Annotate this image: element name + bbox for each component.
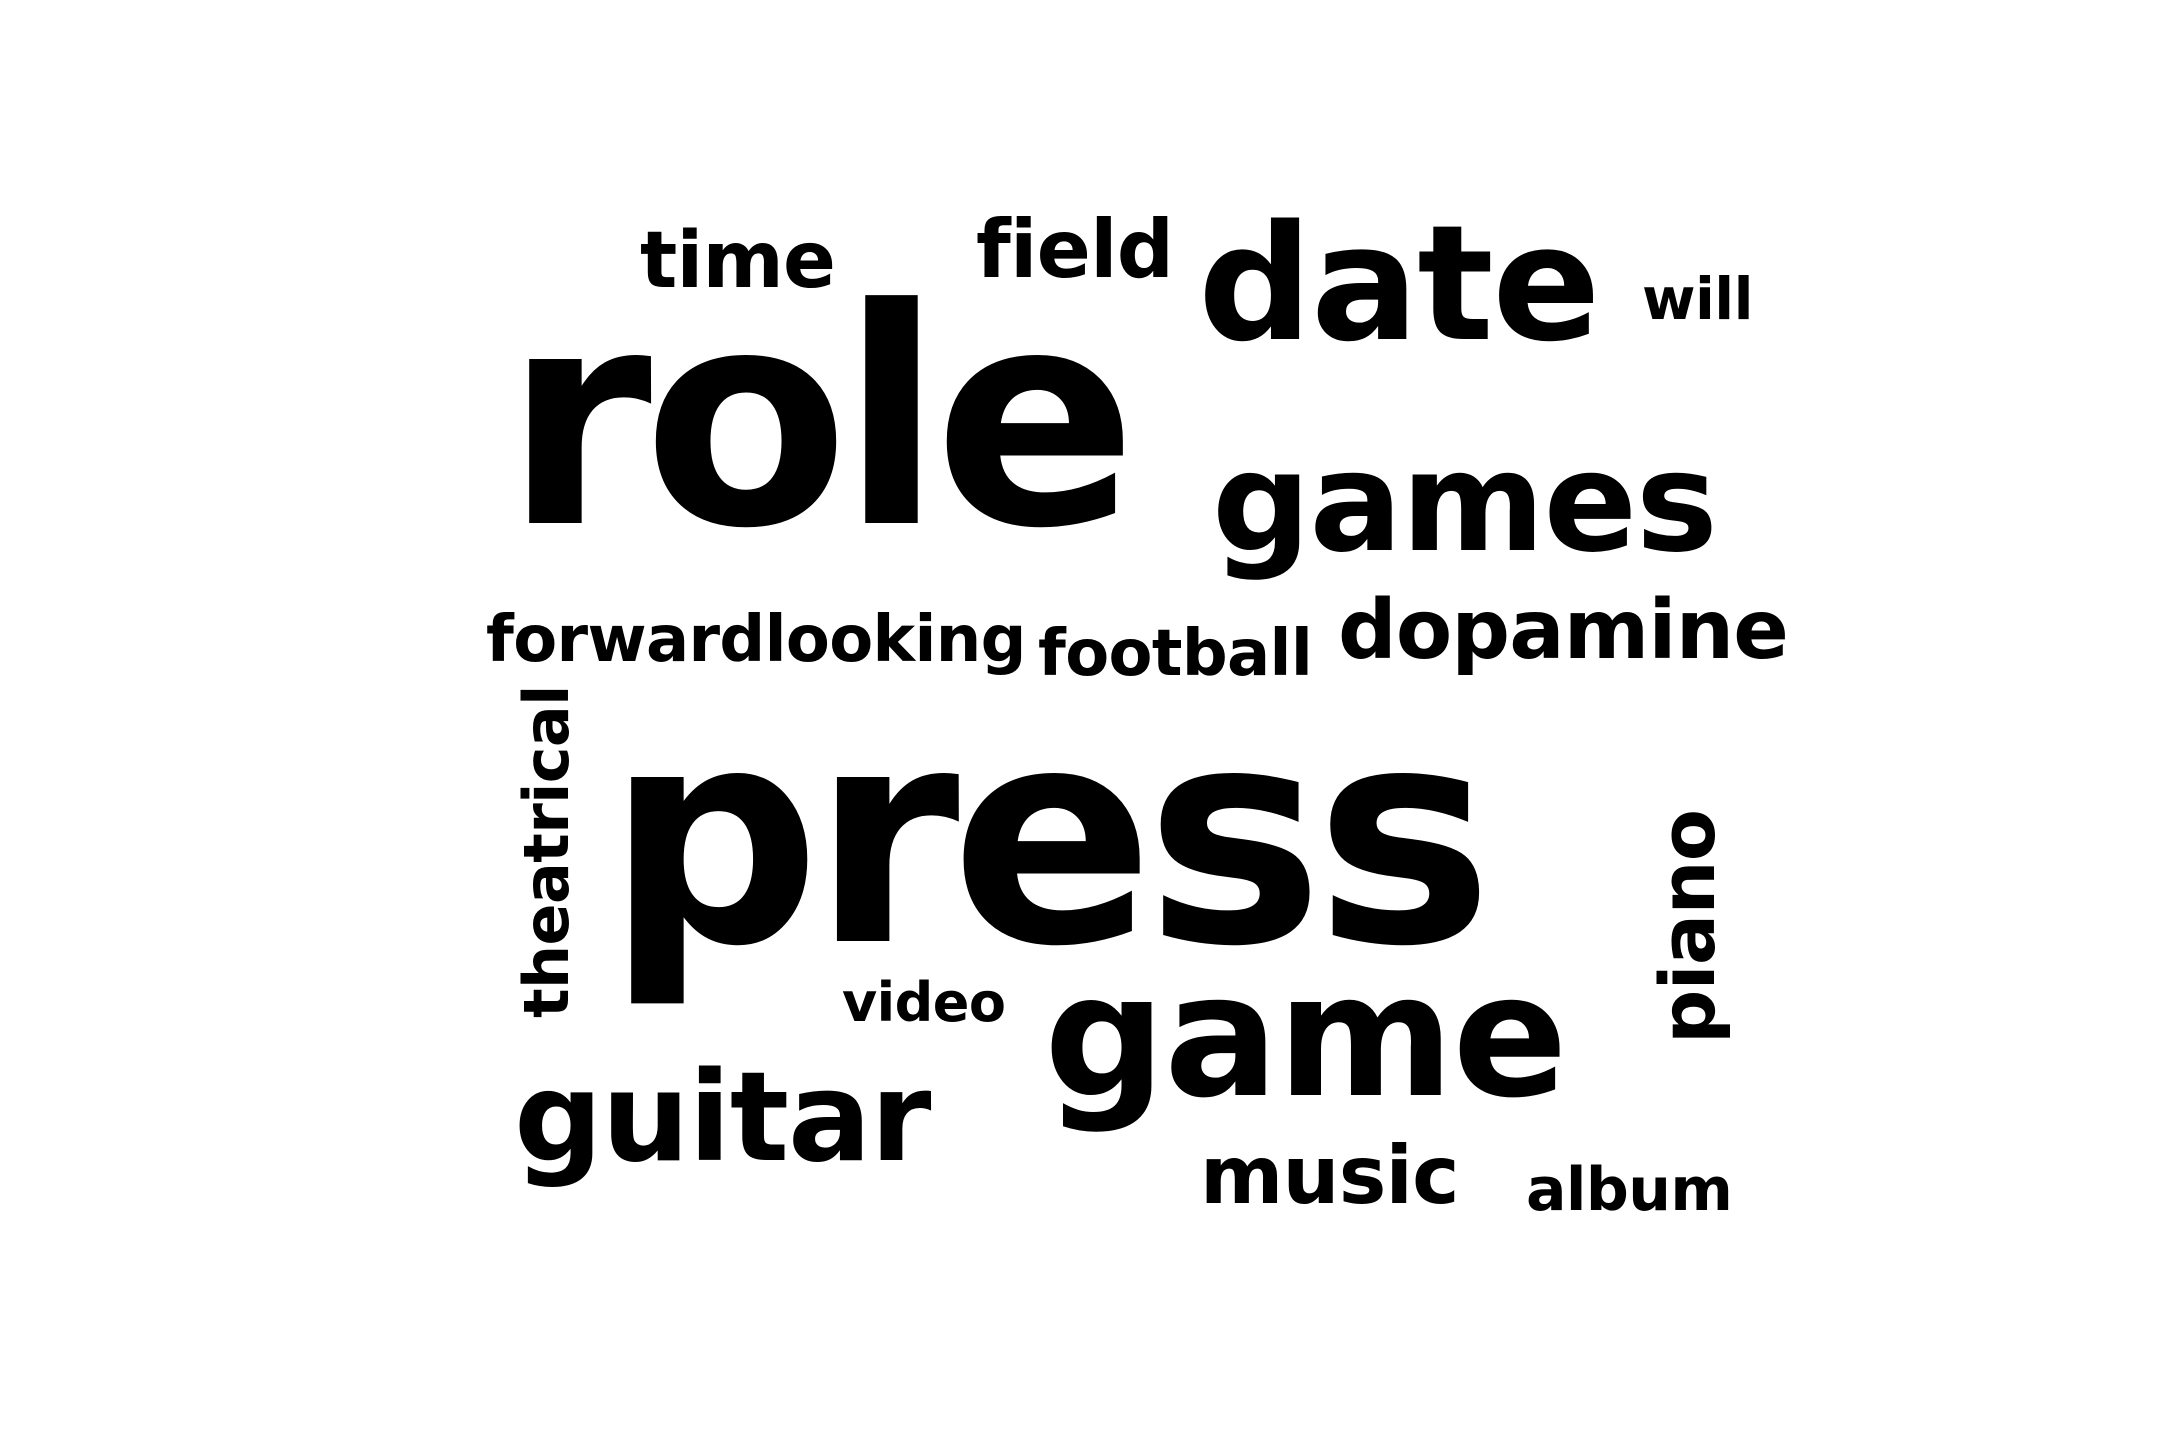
word-guitar: guitar (514, 1046, 931, 1190)
word-time: time (640, 216, 836, 306)
word-forwardlooking: forwardlooking (486, 603, 1026, 677)
word-dopamine: dopamine (1338, 583, 1789, 678)
word-music: music (1200, 1129, 1460, 1222)
word-date: date (1198, 190, 1601, 377)
word-press: press (606, 663, 1493, 1012)
word-theatrical: theatrical (510, 685, 583, 1018)
word-piano: piano (1643, 809, 1732, 1044)
word-football: football (1038, 617, 1313, 691)
word-video: video (842, 971, 1006, 1034)
word-field: field (976, 203, 1174, 296)
word-will: will (1642, 265, 1753, 333)
word-game: game (1044, 938, 1568, 1136)
word-role: role (504, 245, 1137, 594)
word-album: album (1526, 1155, 1733, 1225)
word-games: games (1212, 422, 1718, 583)
